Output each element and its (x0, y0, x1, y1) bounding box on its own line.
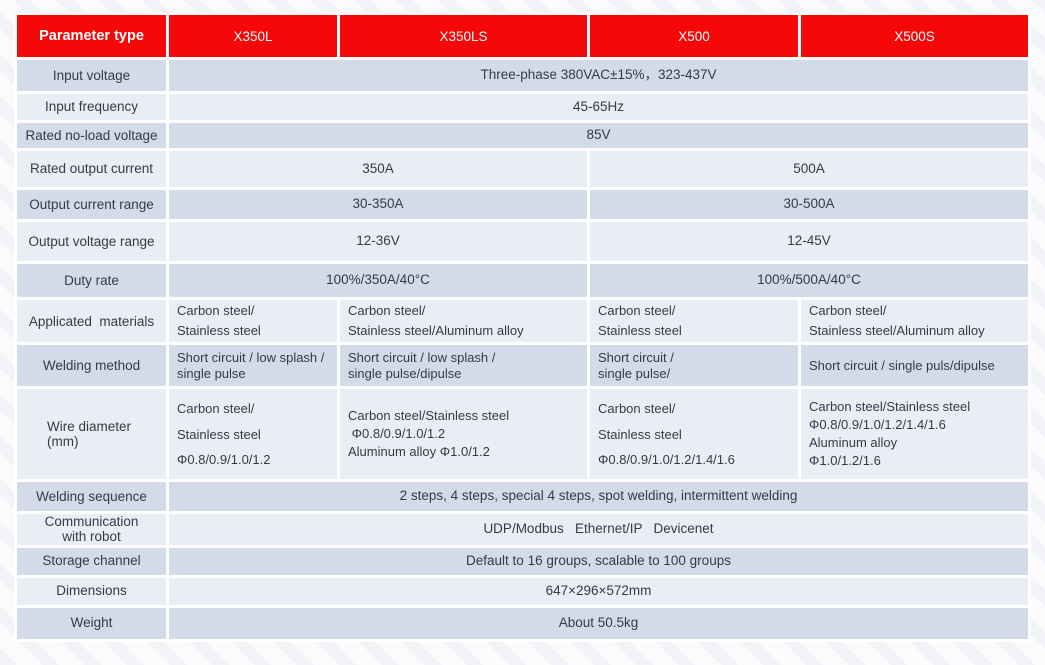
header-model-x500s: X500S (801, 15, 1028, 57)
spec-table-wrapper: Parameter type X350L X350LS X500 X500S I… (14, 12, 1045, 642)
spec-row-input-voltage: Input voltage Three-phase 380VAC±15%，323-… (17, 60, 1028, 91)
row-label-input-frequency: Input frequency (17, 94, 166, 120)
row-label-duty-rate: Duty rate (17, 264, 166, 297)
spec-row-input-frequency: Input frequency 45-65Hz (17, 94, 1028, 120)
spec-table-header: Parameter type X350L X350LS X500 X500S (17, 15, 1028, 57)
spec-cell: Carbon steel/Stainless steel/Aluminum al… (340, 300, 587, 343)
spec-cell: 30-500A (590, 190, 1028, 219)
spec-cell: 45-65Hz (169, 94, 1028, 120)
row-label-rated-output-current: Rated output current (17, 151, 166, 187)
row-label-dimensions: Dimensions (17, 577, 166, 605)
spec-row-storage-channel: Storage channel Default to 16 groups, sca… (17, 547, 1028, 575)
spec-cell: 30-350A (169, 190, 587, 219)
row-label-wire-diameter-mm: Wire diameter (mm) (17, 389, 166, 480)
spec-cell: 100%/350A/40°C (169, 264, 587, 297)
row-label-storage-channel: Storage channel (17, 547, 166, 575)
spec-cell: UDP/Modbus Ethernet/IP Devicenet (169, 514, 1028, 545)
spec-row-output-current-range: Output current range 30-350A 30-500A (17, 190, 1028, 219)
spec-row-rated-no-load-voltage: Rated no-load voltage 85V (17, 123, 1028, 148)
spec-cell: Carbon steel/Stainless steel (169, 300, 337, 343)
spec-cell: Carbon steel/Stainless steel Φ0.8/0.9/1.… (340, 389, 587, 480)
spec-row-welding-method: Welding method Short circuit / low splash… (17, 345, 1028, 387)
spec-cell: Three-phase 380VAC±15%，323-437V (169, 60, 1028, 91)
header-parameter-type: Parameter type (17, 15, 166, 57)
spec-cell: Carbon steel/Stainless steel (590, 300, 798, 343)
row-label-communication-with-robot: Communication with robot (17, 514, 166, 545)
spec-table: Parameter type X350L X350LS X500 X500S I… (14, 12, 1031, 642)
spec-row-dimensions: Dimensions 647×296×572mm (17, 577, 1028, 605)
spec-cell: Short circuit / single puls/dipulse (801, 345, 1028, 387)
spec-cell: Default to 16 groups, scalable to 100 gr… (169, 547, 1028, 575)
spec-cell: 12-36V (169, 222, 587, 261)
row-label-weight: Weight (17, 607, 166, 639)
spec-row-rated-output-current: Rated output current 350A 500A (17, 151, 1028, 187)
spec-cell: About 50.5kg (169, 607, 1028, 639)
spec-row-wire-diameter-mm: Wire diameter (mm) Carbon steel/Stainless … (17, 389, 1028, 480)
spec-row-communication-with-robot: Communication with robot UDP/Modbus Ethern… (17, 514, 1028, 545)
spec-cell: 500A (590, 151, 1028, 187)
spec-cell: Short circuit / low splash / single pulse… (340, 345, 587, 387)
row-label-applicated-materials: Applicated materials (17, 300, 166, 343)
row-label-output-voltage-range: Output voltage range (17, 222, 166, 261)
spec-row-weight: Weight About 50.5kg (17, 607, 1028, 639)
spec-cell: 85V (169, 123, 1028, 148)
spec-cell: Short circuit / low splash / single pulse (169, 345, 337, 387)
spec-cell: Carbon steel/Stainless steel/Aluminum al… (801, 300, 1028, 343)
spec-cell: 350A (169, 151, 587, 187)
spec-row-welding-sequence: Welding sequence 2 steps, 4 steps, specia… (17, 482, 1028, 512)
row-label-welding-method: Welding method (17, 345, 166, 387)
spec-cell: 12-45V (590, 222, 1028, 261)
spec-cell: 647×296×572mm (169, 577, 1028, 605)
row-label-rated-no-load-voltage: Rated no-load voltage (17, 123, 166, 148)
row-label-input-voltage: Input voltage (17, 60, 166, 91)
row-label-output-current-range: Output current range (17, 190, 166, 219)
spec-row-applicated-materials: Applicated materials Carbon steel/Stainle… (17, 300, 1028, 343)
header-model-x350ls: X350LS (340, 15, 587, 57)
spec-cell: Carbon steel/Stainless steel Φ0.8/0.9/1.0… (590, 389, 798, 480)
header-row: Parameter type X350L X350LS X500 X500S (17, 15, 1028, 57)
spec-cell: 2 steps, 4 steps, special 4 steps, spot … (169, 482, 1028, 512)
header-model-x500: X500 (590, 15, 798, 57)
spec-row-output-voltage-range: Output voltage range 12-36V 12-45V (17, 222, 1028, 261)
row-label-welding-sequence: Welding sequence (17, 482, 166, 512)
spec-cell: Carbon steel/Stainless steel Φ0.8/0.9/1.0… (169, 389, 337, 480)
header-model-x350l: X350L (169, 15, 337, 57)
spec-cell: 100%/500A/40°C (590, 264, 1028, 297)
spec-table-body: Input voltage Three-phase 380VAC±15%，323-… (17, 60, 1028, 639)
spec-row-duty-rate: Duty rate 100%/350A/40°C 100%/500A/40°C (17, 264, 1028, 297)
spec-cell: Carbon steel/Stainless steel Φ0.8/0.9/1.0… (801, 389, 1028, 480)
spec-cell: Short circuit / single pulse/ (590, 345, 798, 387)
